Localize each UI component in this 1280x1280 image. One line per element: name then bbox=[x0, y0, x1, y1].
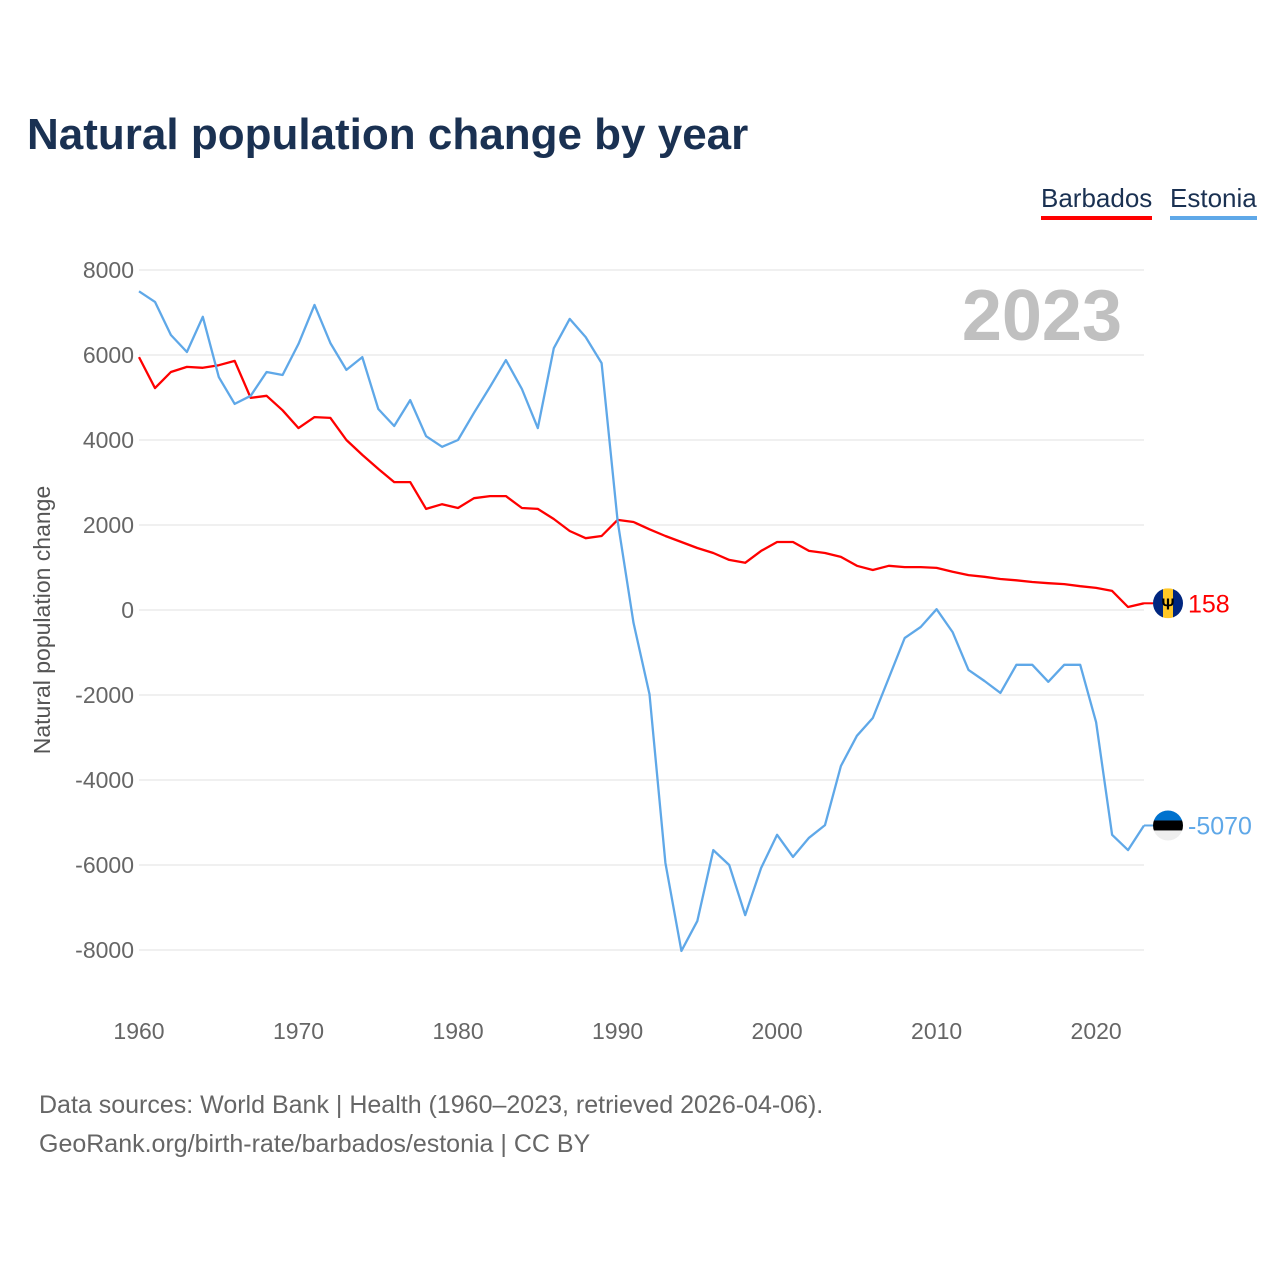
y-tick-label: 2000 bbox=[83, 512, 134, 538]
y-tick-label: -2000 bbox=[75, 682, 134, 708]
y-tick-label: -6000 bbox=[75, 852, 134, 878]
x-tick-label: 1960 bbox=[113, 1018, 164, 1044]
x-tick-label: 2020 bbox=[1071, 1018, 1122, 1044]
year-label: 2023 bbox=[962, 276, 1122, 356]
x-tick-label: 2000 bbox=[752, 1018, 803, 1044]
series-line-estonia[interactable] bbox=[138, 290, 1145, 953]
chart-title: Natural population change by year bbox=[27, 110, 749, 159]
footer: Data sources: World Bank | Health (1960–… bbox=[39, 1086, 823, 1164]
y-tick-label: -8000 bbox=[75, 937, 134, 963]
x-tick-label: 1970 bbox=[273, 1018, 324, 1044]
legend-item-barbados[interactable]: Barbados bbox=[1041, 183, 1153, 220]
end-value-label: -5070 bbox=[1188, 812, 1252, 840]
y-axis-label: Natural population change bbox=[29, 486, 55, 755]
y-tick-label: 8000 bbox=[83, 257, 134, 283]
y-tick-label: 0 bbox=[121, 597, 134, 623]
source-text: Data sources: World Bank | Health (1960–… bbox=[39, 1091, 824, 1119]
x-tick-label: 1990 bbox=[592, 1018, 643, 1044]
y-tick-label: 6000 bbox=[83, 342, 134, 368]
svg-text:Ψ: Ψ bbox=[1162, 596, 1175, 613]
y-tick-label: 4000 bbox=[83, 427, 134, 453]
end-value-label: 158 bbox=[1188, 590, 1230, 618]
barbados-flag-icon: Ψ bbox=[1153, 588, 1183, 619]
estonia-flag-icon bbox=[1153, 810, 1183, 841]
y-tick-label: -4000 bbox=[75, 767, 134, 793]
x-tick-label: 2010 bbox=[911, 1018, 962, 1044]
url-text[interactable]: GeoRank.org/birth-rate/barbados/estonia … bbox=[39, 1130, 591, 1158]
x-tick-label: 1980 bbox=[432, 1018, 483, 1044]
series-line-barbados[interactable] bbox=[137, 356, 1145, 609]
legend-item-estonia[interactable]: Estonia bbox=[1170, 183, 1257, 220]
